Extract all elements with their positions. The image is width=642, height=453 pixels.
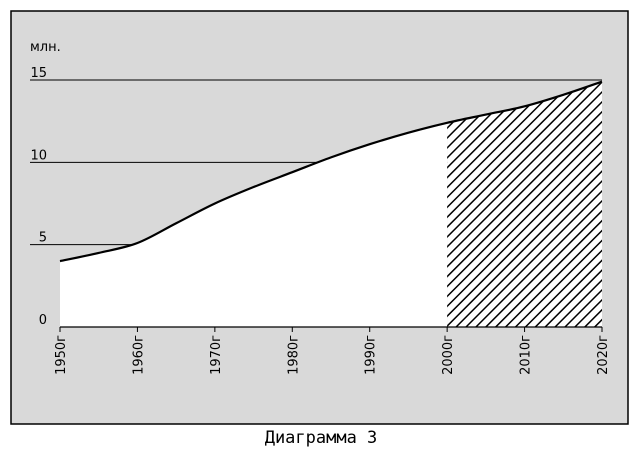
x-tick-label: 2010г (519, 335, 534, 375)
area-forecast-hatched (447, 81, 602, 327)
y-tick-label: 10 (30, 148, 47, 163)
y-tick-label: 0 (39, 313, 47, 328)
x-tick-label: 1990г (364, 335, 379, 375)
x-tick-label: 1980г (286, 335, 301, 375)
x-tick-label: 1960г (131, 335, 146, 375)
area-actual (60, 122, 448, 328)
y-axis-unit-label: млн. (30, 40, 61, 55)
y-tick-label: 5 (39, 231, 47, 246)
x-tick-label: 2000г (441, 335, 456, 375)
y-tick-label: 15 (30, 66, 47, 81)
x-tick-label: 2020г (596, 335, 611, 375)
x-tick-label: 1970г (209, 335, 224, 375)
x-tick-label: 1950г (54, 335, 69, 375)
chart-caption: Диаграмма 3 (264, 428, 378, 448)
